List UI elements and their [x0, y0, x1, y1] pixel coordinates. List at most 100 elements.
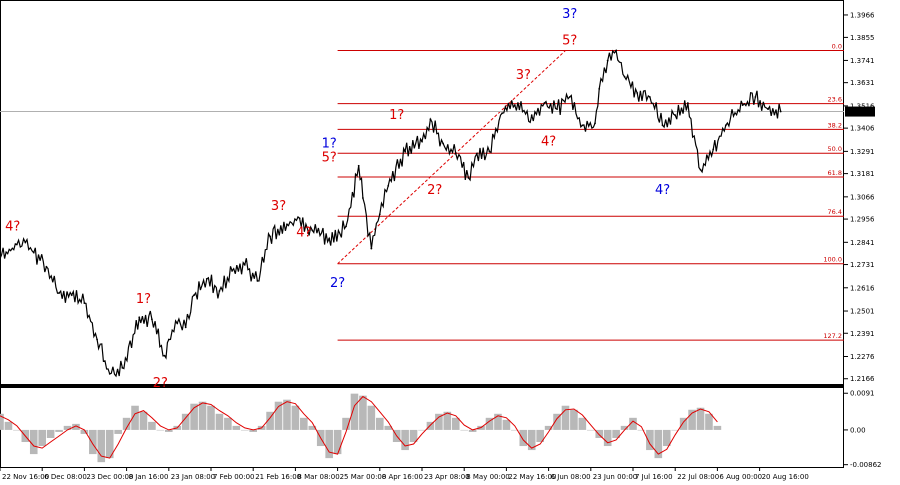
wave-label: 4? [5, 219, 20, 234]
oscillator-bar [705, 413, 713, 430]
price-tick-label: 1.3631 [850, 79, 875, 87]
oscillator-bar [494, 413, 502, 430]
oscillator-bar [426, 421, 435, 430]
wave-label: 3? [516, 68, 531, 83]
oscillator-bar [4, 421, 13, 430]
oscillator-bar [181, 413, 190, 430]
oscillator-bar [46, 429, 55, 438]
time-tick-label: 8 May 00:00 [466, 473, 510, 481]
oscillator-bar [384, 425, 393, 430]
panel-separator [0, 385, 844, 387]
oscillator-tick-label: -0.00862 [850, 461, 881, 469]
fib-label: 0.0 [832, 43, 842, 51]
price-tick-label: 1.3516 [850, 102, 875, 110]
price-tick-label: 1.3291 [850, 148, 875, 156]
oscillator-bar [536, 429, 544, 443]
oscillator-bar [401, 429, 409, 451]
oscillator-bar [612, 429, 620, 438]
time-tick-label: 22 Jul 08:00 [677, 473, 719, 481]
oscillator-bar [139, 411, 148, 430]
time-tick-label: 7 Jul 16:00 [635, 473, 673, 481]
fib-label: 127.2 [823, 332, 842, 340]
oscillator-bar [409, 429, 418, 443]
time-tick-label: 6 Dec 08:00 [44, 473, 87, 481]
oscillator-bar [122, 417, 131, 430]
price-tick-label: 1.2166 [850, 375, 875, 383]
price-tick-label: 1.3181 [850, 170, 875, 178]
price-plot-area [0, 0, 844, 385]
oscillator-bar [460, 429, 468, 431]
time-tick-label: 8 Jan 16:00 [129, 473, 169, 481]
time-tick-label: 23 Jan 08:00 [171, 473, 215, 481]
wave-label: 1? [136, 292, 151, 307]
price-tick-label: 1.3406 [850, 125, 875, 133]
time-tick-label: 6 Jun 08:00 [551, 473, 591, 481]
time-axis: 22 Nov 16:006 Dec 08:00 23 Dec 00:008 Jan… [0, 467, 809, 481]
time-tick-label: 22 Nov 16:00 [2, 473, 49, 481]
oscillator-bar [679, 417, 688, 430]
oscillator-bar [333, 429, 342, 455]
price-series-layer [0, 48, 782, 378]
wave-label: 4? [541, 135, 556, 150]
oscillator-bar [308, 425, 317, 430]
fibonacci-levels: 0.0 23.6 38.2 50.0 61.8 76.4 100.0 127.2 [337, 43, 844, 341]
time-tick-label: 6 Aug 00:00 [719, 473, 762, 481]
price-tick-label: 1.2501 [850, 308, 875, 316]
oscillator-bar [620, 425, 629, 430]
oscillator-bar [713, 425, 722, 430]
fib-label: 50.0 [828, 145, 842, 153]
oscillator-bar [603, 429, 612, 447]
wave-label: 2? [153, 376, 168, 391]
oscillator-bar [443, 411, 452, 430]
oscillator-bar [266, 411, 274, 430]
time-tick-label: 8 Apr 16:00 [382, 473, 423, 481]
wave-labels: 4?1?2?3?4?1?5?2?1?2?3?4?3?5?4? [5, 7, 670, 391]
time-tick-label: 25 Mar 00:00 [340, 473, 387, 481]
oscillator-bar [55, 429, 63, 432]
oscillator-bar [207, 405, 215, 430]
oscillator-bar [13, 429, 21, 431]
oscillator-bar [595, 429, 604, 438]
oscillator-tick-label: 0.0091 [850, 390, 875, 398]
price-tick-label: 1.2731 [850, 261, 875, 269]
price-tick-label: 1.2956 [850, 216, 875, 224]
wave-label: 1? [389, 108, 404, 123]
wave-label: 3? [271, 199, 286, 214]
fib-label: 23.6 [828, 96, 842, 104]
oscillator-bar [570, 409, 578, 430]
wave-label: 5? [562, 33, 577, 48]
oscillator-bar [696, 407, 705, 430]
fib-label: 100.0 [823, 256, 842, 264]
oscillator-bar [165, 429, 173, 432]
oscillator-bar [249, 429, 257, 432]
oscillator-bar [502, 419, 511, 430]
oscillator-bar [561, 405, 570, 430]
oscillator-signal-line [0, 395, 718, 459]
current-price-label: 1.3488 [848, 108, 873, 116]
oscillator-bar [637, 429, 646, 431]
oscillator-bar [215, 413, 224, 430]
price-tick-label: 1.2276 [850, 353, 875, 361]
oscillator-bar [89, 429, 97, 455]
oscillator-bar [376, 417, 384, 430]
oscillator-tick-label: 0.00 [850, 426, 866, 434]
oscillator-bar [511, 429, 519, 431]
price-tick-label: 1.3855 [850, 34, 875, 42]
oscillator-bar [350, 393, 359, 430]
oscillator-bar [662, 429, 671, 447]
oscillator-bar [519, 429, 528, 447]
time-tick-label: 23 Jun 00:00 [593, 473, 637, 481]
oscillator-bar [654, 429, 663, 459]
wave-label: 2? [427, 183, 442, 198]
time-tick-label: 21 Feb 16:00 [255, 473, 301, 481]
oscillator-bar [359, 395, 367, 430]
price-panel-background [0, 0, 844, 385]
time-tick-label: 8 Mar 08:00 [297, 473, 339, 481]
time-tick-label: 23 Dec 00:00 [86, 473, 133, 481]
price-axis: 1.3966 1.3855 1.3741 1.3631 1.3516 1.3406 1.32… [844, 11, 875, 383]
oscillator-bar [232, 425, 241, 430]
oscillator-layer [0, 393, 722, 463]
oscillator-bar [688, 409, 696, 430]
oscillator-bar [671, 429, 679, 431]
price-tick-label: 1.3066 [850, 193, 875, 201]
